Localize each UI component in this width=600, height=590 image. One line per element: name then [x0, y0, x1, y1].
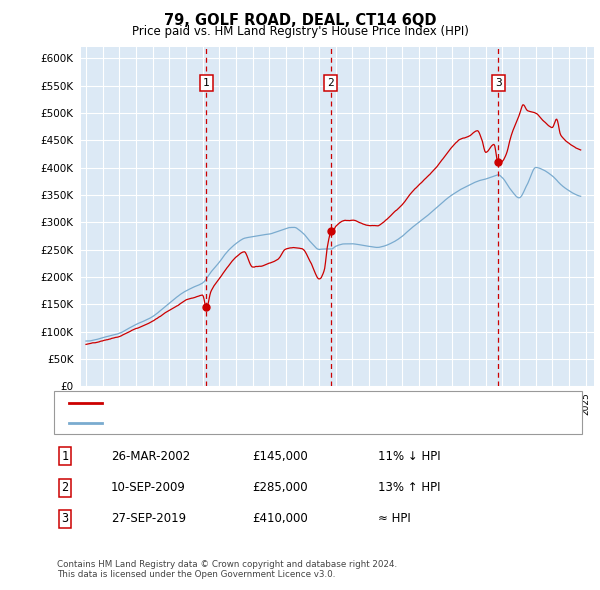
- Text: Contains HM Land Registry data © Crown copyright and database right 2024.
This d: Contains HM Land Registry data © Crown c…: [57, 560, 397, 579]
- Text: £410,000: £410,000: [252, 512, 308, 526]
- Text: Price paid vs. HM Land Registry's House Price Index (HPI): Price paid vs. HM Land Registry's House …: [131, 25, 469, 38]
- Text: 3: 3: [61, 512, 68, 526]
- Text: 26-MAR-2002: 26-MAR-2002: [111, 450, 190, 463]
- Text: 2: 2: [61, 481, 68, 494]
- Text: 27-SEP-2019: 27-SEP-2019: [111, 512, 186, 526]
- Text: 79, GOLF ROAD, DEAL, CT14 6QD (detached house): 79, GOLF ROAD, DEAL, CT14 6QD (detached …: [108, 398, 397, 408]
- Text: 10-SEP-2009: 10-SEP-2009: [111, 481, 186, 494]
- Text: 1: 1: [203, 78, 210, 88]
- Text: 3: 3: [495, 78, 502, 88]
- Text: 11% ↓ HPI: 11% ↓ HPI: [378, 450, 440, 463]
- Text: HPI: Average price, detached house, Dover: HPI: Average price, detached house, Dove…: [108, 418, 348, 428]
- Text: ≈ HPI: ≈ HPI: [378, 512, 411, 526]
- Text: £145,000: £145,000: [252, 450, 308, 463]
- Text: 1: 1: [61, 450, 68, 463]
- Text: £285,000: £285,000: [252, 481, 308, 494]
- Text: 2: 2: [328, 78, 334, 88]
- Text: 13% ↑ HPI: 13% ↑ HPI: [378, 481, 440, 494]
- Text: 79, GOLF ROAD, DEAL, CT14 6QD: 79, GOLF ROAD, DEAL, CT14 6QD: [164, 13, 436, 28]
